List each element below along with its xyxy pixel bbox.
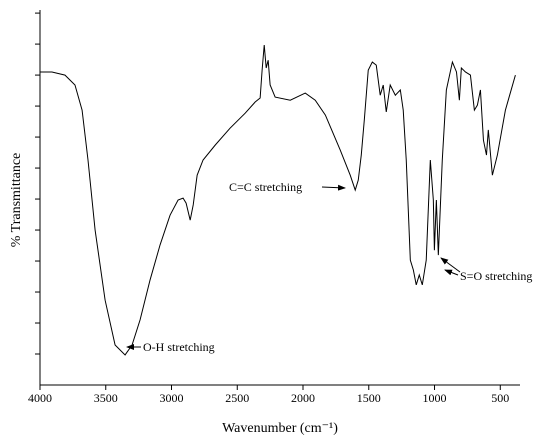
x-tick-label: 1000 (423, 391, 447, 405)
x-tick-label: 4000 (28, 391, 52, 405)
x-tick-label: 1500 (357, 391, 381, 405)
annotation-arrow (321, 184, 346, 191)
x-tick-label: 2500 (225, 391, 249, 405)
annotation: S=O stretching (460, 269, 532, 283)
annotation-arrow (440, 257, 461, 273)
spectrum-line (40, 44, 516, 356)
x-tick-label: 3000 (160, 391, 184, 405)
x-tick-label: 2000 (291, 391, 315, 405)
annotation: C=C stretching (229, 180, 302, 194)
annotation: O-H stretching (143, 340, 215, 354)
x-tick-label: 3500 (94, 391, 118, 405)
annotation-arrow (444, 269, 459, 276)
x-tick-label: 500 (491, 391, 509, 405)
y-axis-label: % Transmittance (9, 153, 24, 248)
x-axis-label: Wavenumber (cm⁻¹) (222, 421, 338, 436)
